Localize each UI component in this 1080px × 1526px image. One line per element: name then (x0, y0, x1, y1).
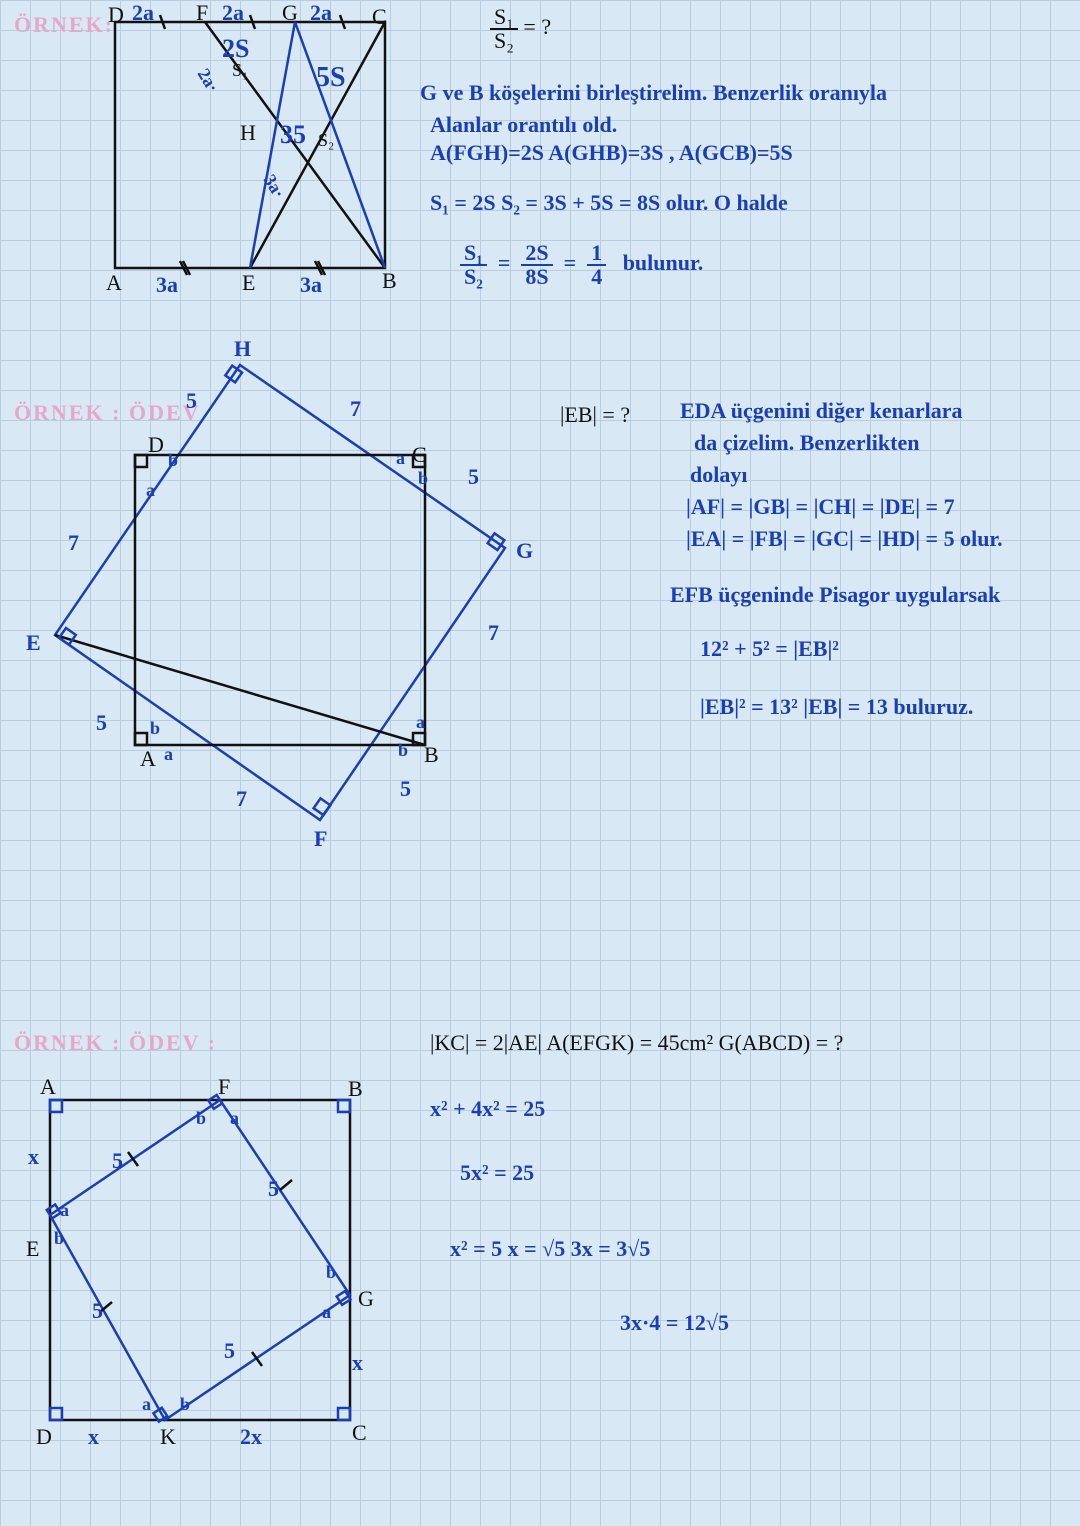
ex2-ang-b2: b (418, 468, 428, 489)
ex3-sol-1: x² + 4x² = 25 (430, 1096, 545, 1122)
ex2-s5-3: 5 (400, 776, 411, 802)
ex3-a3: a (322, 1302, 331, 1323)
ex1-S1: S₁ (232, 60, 248, 81)
ex3-5c: 5 (224, 1338, 235, 1364)
ex3-b4: b (180, 1394, 190, 1415)
ex2-ang-b4: b (150, 718, 160, 739)
ex1-heading: ÖRNEK: (14, 12, 114, 38)
ex1-D: D (108, 2, 124, 28)
ex2-s5-2: 5 (468, 464, 479, 490)
ex1-5S: 5S (316, 62, 346, 94)
ex2-s5-4: 5 (96, 710, 107, 736)
ex1-sol-3: A(FGH)=2S A(GHB)=3S , A(GCB)=5S (430, 140, 793, 166)
ex2-sol-8: |EB|² = 13² |EB| = 13 buluruz. (700, 694, 973, 720)
ex3-x3: x (88, 1424, 99, 1450)
ex3-2x: 2x (240, 1424, 262, 1450)
ex3-a4: a (142, 1394, 151, 1415)
f1n: S₁ (460, 242, 487, 266)
ex1-question: S₁S₂ = ? (490, 6, 551, 52)
ex1-bot-3a-1: 3a (156, 272, 178, 298)
ex2-sol-3: dolayı (690, 462, 747, 488)
ex1-sol-2: Alanlar orantılı old. (430, 112, 617, 138)
ex1-35: 35 (280, 120, 306, 150)
ex1-sol-4: S₁ = 2S S₂ = 3S + 5S = 8S olur. O halde (430, 190, 788, 216)
ex3-E: E (26, 1236, 39, 1262)
ex3-b3: b (326, 1262, 336, 1283)
ex1-top-2a-3: 2a (310, 0, 332, 26)
ex2-G: G (516, 538, 533, 564)
f1d: S₂ (460, 266, 487, 288)
ex1-S2: S₂ (318, 130, 334, 151)
ex3-5d: 5 (92, 1298, 103, 1324)
ex2-sol-4: |AF| = |GB| = |CH| = |DE| = 7 (686, 494, 955, 520)
ex3-5a: 5 (112, 1148, 123, 1174)
ex2-s7-3: 7 (236, 786, 247, 812)
ex3-given: |KC| = 2|AE| A(EFGK) = 45cm² G(ABCD) = ? (430, 1030, 843, 1056)
frac-den: S₂ (490, 30, 518, 52)
ex2-sol-7: 12² + 5² = |EB|² (700, 636, 839, 662)
ex2-C: C (412, 442, 427, 468)
ex1-B: B (382, 268, 397, 294)
ex2-ang-b3: b (398, 740, 408, 761)
ex2-sol-1: EDA üçgenini diğer kenarlara (680, 398, 963, 424)
ex2-sol-2: da çizelim. Benzerlikten (694, 430, 919, 456)
ex1-G: G (282, 0, 298, 26)
ex1-F: F (196, 0, 208, 26)
ex3-x1: x (28, 1144, 39, 1170)
ex3-x2: x (352, 1350, 363, 1376)
ex2-ang-a4: a (164, 744, 173, 765)
ex2-F: F (314, 826, 327, 852)
ex1-C: C (372, 4, 387, 30)
f2d: 8S (521, 266, 552, 288)
ex1-figure (105, 12, 425, 302)
ex2-sol-6: EFB üçgeninde Pisagor uygularsak (670, 582, 1000, 608)
ex2-A: A (140, 746, 156, 772)
ex1-sol-5: S₁S₂ = 2S8S = 14 bulunur. (460, 242, 703, 288)
ex1-A: A (106, 270, 122, 296)
ex3-G: G (358, 1286, 374, 1312)
ex2-s7-4: 7 (68, 530, 79, 556)
ex3-sol-4: 3x·4 = 12√5 (620, 1310, 729, 1336)
content-layer: ÖRNEK: D 2a F 2a G 2a C A 3a E 3a B 2S S… (0, 0, 1080, 1526)
ex1-H: H (240, 120, 256, 146)
ex1-sol-1: G ve B köşelerini birleştirelim. Benzerl… (420, 80, 887, 106)
ex2-s5-1: 5 (186, 388, 197, 414)
ex2-ang-a1: a (146, 480, 155, 501)
ex2-ang-a2: a (396, 448, 405, 469)
ex1-top-2a-2: 2a (222, 0, 244, 26)
ex2-B: B (424, 742, 439, 768)
f2n: 2S (521, 242, 552, 266)
ex2-ang-a3: a (416, 712, 425, 733)
ex3-A: A (40, 1074, 56, 1100)
ex3-D: D (36, 1424, 52, 1450)
f3n: 1 (587, 242, 606, 266)
ex3-b1: b (54, 1228, 64, 1249)
ex2-figure (20, 340, 560, 920)
ex2-s7-2: 7 (488, 620, 499, 646)
ex3-C: C (352, 1420, 367, 1446)
ex3-sol-3: x² = 5 x = √5 3x = 3√5 (450, 1236, 650, 1262)
ex1-bot-3a-2: 3a (300, 272, 322, 298)
ex3-b2: b (196, 1108, 206, 1129)
ex3-K: K (160, 1424, 176, 1450)
ex3-B: B (348, 1076, 363, 1102)
f3d: 4 (587, 266, 606, 288)
ex3-sol-2: 5x² = 25 (460, 1160, 534, 1186)
ex2-ang-b1: b (168, 450, 178, 471)
ex2-s7-1: 7 (350, 396, 361, 422)
ex2-E: E (26, 630, 41, 656)
ex3-a1: a (60, 1200, 69, 1221)
ex3-F: F (218, 1074, 230, 1100)
ex2-H: H (234, 336, 251, 362)
ex2-question: |EB| = ? (560, 402, 630, 428)
frac-num: S₁ (490, 6, 518, 30)
ex3-heading: ÖRNEK : ÖDEV : (14, 1030, 217, 1056)
ex1-E: E (242, 270, 255, 296)
ex1-top-2a-1: 2a (132, 0, 154, 26)
ex2-D: D (148, 432, 164, 458)
ex3-5b: 5 (268, 1176, 279, 1202)
ex3-a2: a (230, 1108, 239, 1129)
ex2-sol-5: |EA| = |FB| = |GC| = |HD| = 5 olur. (686, 526, 1003, 552)
